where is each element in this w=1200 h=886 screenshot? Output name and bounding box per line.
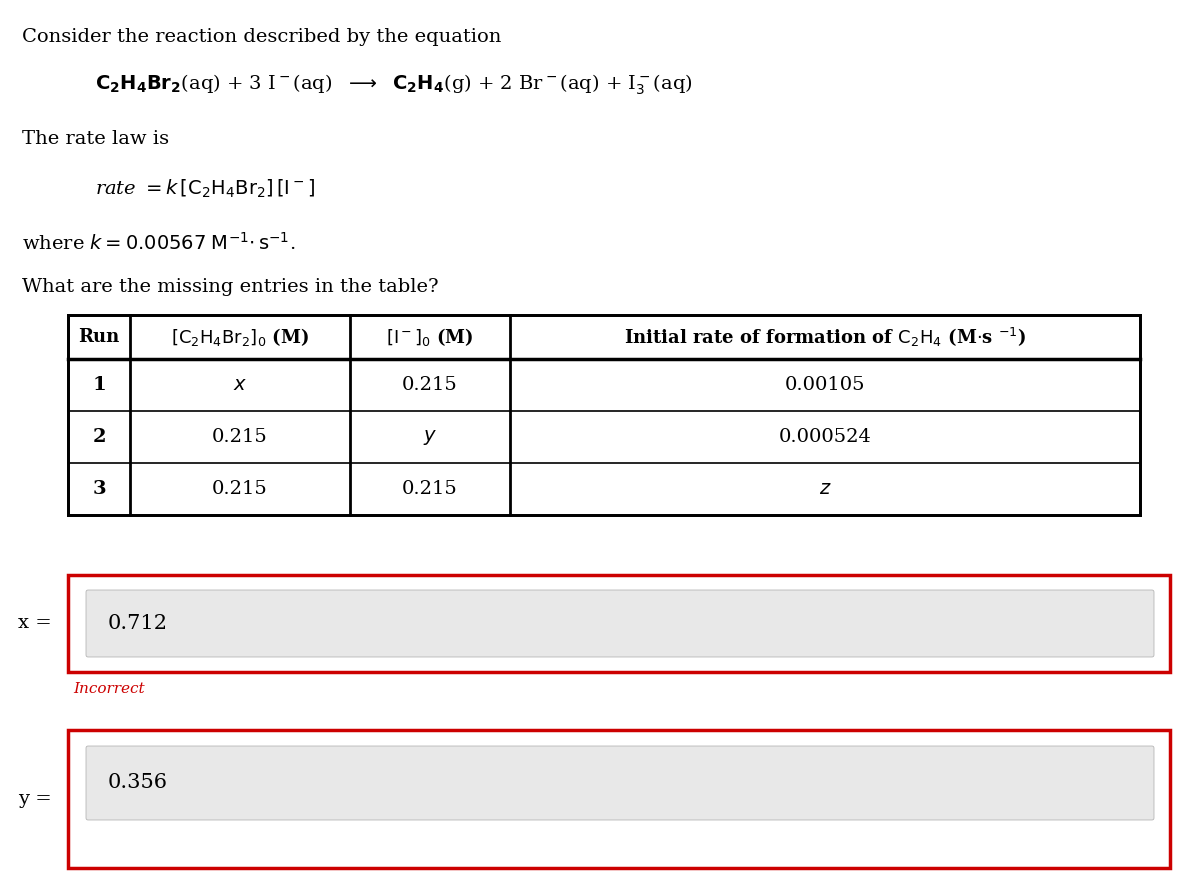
- Text: 0.215: 0.215: [212, 480, 268, 498]
- FancyBboxPatch shape: [68, 730, 1170, 868]
- Text: Incorrect: Incorrect: [73, 682, 145, 696]
- Text: $\mathbf{C_2H_4Br_2}$(aq) + 3 I$^-$(aq)  $\longrightarrow$  $\mathbf{C_2H_4}$(g): $\mathbf{C_2H_4Br_2}$(aq) + 3 I$^-$(aq) …: [95, 72, 692, 97]
- FancyBboxPatch shape: [86, 590, 1154, 657]
- Text: 0.00105: 0.00105: [785, 376, 865, 394]
- Text: $x$: $x$: [233, 376, 247, 394]
- Text: 0.215: 0.215: [402, 480, 458, 498]
- Text: Initial rate of formation of $\mathrm{C_2H_4}$ (M$\cdot$s $^{-1}$): Initial rate of formation of $\mathrm{C_…: [624, 325, 1026, 348]
- Text: $y$: $y$: [422, 428, 437, 447]
- Text: 0.215: 0.215: [212, 428, 268, 446]
- Text: 0.215: 0.215: [402, 376, 458, 394]
- Text: where $k = 0.00567\;\mathrm{M^{-1}{\cdot}\,s^{-1}}$.: where $k = 0.00567\;\mathrm{M^{-1}{\cdot…: [22, 232, 295, 254]
- Text: 0.356: 0.356: [108, 773, 168, 792]
- Text: $[\mathrm{I^-}]_0$ (M): $[\mathrm{I^-}]_0$ (M): [386, 326, 474, 348]
- Text: The rate law is: The rate law is: [22, 130, 169, 148]
- Text: y =: y =: [18, 790, 52, 808]
- Text: 0.712: 0.712: [108, 614, 168, 633]
- Text: Consider the reaction described by the equation: Consider the reaction described by the e…: [22, 28, 502, 46]
- Text: $z$: $z$: [818, 480, 832, 498]
- FancyBboxPatch shape: [86, 746, 1154, 820]
- Text: $[\mathrm{C_2H_4Br_2}]_0$ (M): $[\mathrm{C_2H_4Br_2}]_0$ (M): [170, 326, 310, 348]
- Text: 2: 2: [92, 428, 106, 446]
- Text: 3: 3: [92, 480, 106, 498]
- Text: 0.000524: 0.000524: [779, 428, 871, 446]
- Text: 1: 1: [92, 376, 106, 394]
- FancyBboxPatch shape: [68, 575, 1170, 672]
- Text: What are the missing entries in the table?: What are the missing entries in the tabl…: [22, 278, 439, 296]
- Text: Run: Run: [78, 328, 120, 346]
- Text: rate $= k\,[\mathrm{C_2H_4Br_2}]\,[\mathrm{I^-}]$: rate $= k\,[\mathrm{C_2H_4Br_2}]\,[\math…: [95, 178, 314, 200]
- Text: x =: x =: [18, 615, 52, 633]
